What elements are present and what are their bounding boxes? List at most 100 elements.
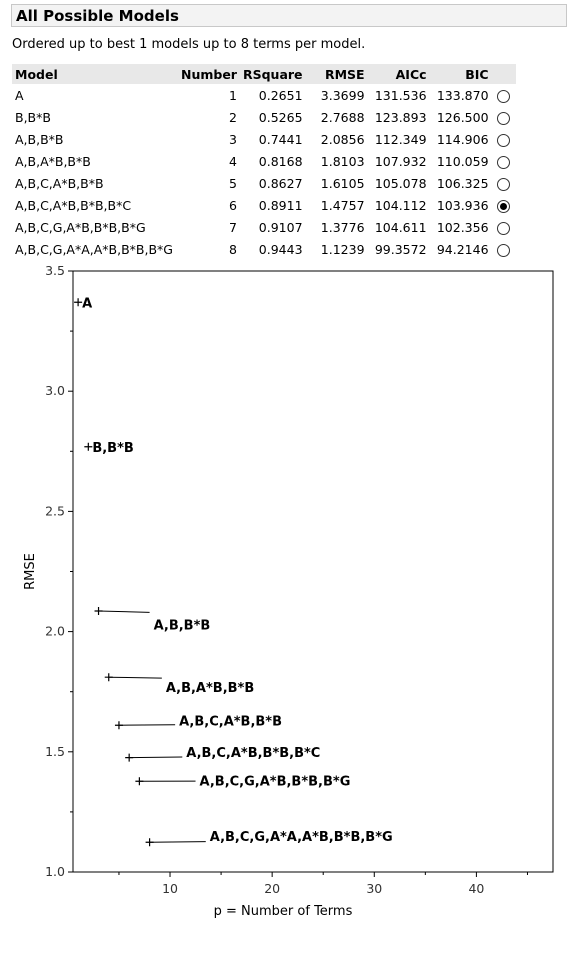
cell-number: 1: [229, 87, 237, 103]
cell-rsquare: 0.7441: [258, 131, 303, 147]
cell-model: A,B,C,A*B,B*B,B*C: [15, 197, 132, 213]
cell-model: A: [15, 87, 24, 103]
leader-line: [98, 610, 150, 613]
cell-number: 4: [229, 153, 237, 169]
cell-rsquare: 0.2651: [258, 87, 303, 103]
radio-icon[interactable]: [497, 177, 511, 191]
cell-aicc: 131.536: [374, 87, 427, 103]
radio-icon[interactable]: [497, 89, 511, 103]
subtitle: Ordered up to best 1 models up to 8 term…: [12, 37, 366, 52]
panel-title-bar[interactable]: All Possible Models: [11, 4, 567, 27]
cell-rmse: 2.0856: [320, 131, 365, 147]
cell-select: [492, 106, 516, 128]
cell-select: [492, 194, 516, 216]
radio-icon[interactable]: [497, 155, 511, 169]
data-point[interactable]: [135, 777, 144, 786]
cell-bic: 106.325: [436, 175, 489, 191]
cell-aicc: 123.893: [374, 109, 427, 125]
cell-rmse: 2.7688: [320, 109, 365, 125]
cell-rsquare: 0.5265: [258, 109, 303, 125]
table-row[interactable]: A 1 0.2651 3.3699 131.536 133.870: [12, 84, 516, 106]
header-model: Model: [12, 64, 178, 84]
cell-select: [492, 172, 516, 194]
data-point[interactable]: [94, 607, 103, 616]
radio-icon[interactable]: [497, 111, 511, 125]
cell-rmse: 3.3699: [320, 87, 365, 103]
y-tick-label: 2.5: [45, 503, 65, 518]
table-row[interactable]: A,B,C,G,A*A,A*B,B*B,B*G 8 0.9443 1.1239 99.3…: [12, 238, 516, 260]
table-header-row: Model Number RSquare RMSE AICc BIC: [12, 64, 516, 84]
rmse-chart: 1.0 1.5 2.0 2.5 3.0 3.5 10 20 30 40 p = Number of …: [23, 263, 554, 919]
x-tick-label: 30: [366, 881, 382, 896]
x-axis-title: p = Number of Terms: [214, 904, 353, 919]
data-point[interactable]: [84, 442, 93, 451]
leader-line: [108, 676, 162, 679]
point-label: A: [82, 296, 92, 311]
panel-title: All Possible Models: [16, 7, 179, 25]
cell-bic: 102.356: [436, 219, 489, 235]
radio-icon[interactable]: [497, 243, 511, 257]
cell-model: A,B,C,G,A*B,B*B,B*G: [15, 219, 146, 235]
cell-model: B,B*B: [15, 109, 51, 125]
y-axis-title: RMSE: [23, 553, 38, 590]
table-row[interactable]: A,B,B*B 3 0.7441 2.0856 112.349 114.906: [12, 128, 516, 150]
cell-bic: 133.870: [436, 87, 489, 103]
header-bic: BIC: [429, 64, 492, 84]
data-point[interactable]: [114, 721, 123, 730]
radio-icon[interactable]: [497, 133, 511, 147]
cell-rmse: 1.8103: [320, 153, 365, 169]
radio-icon[interactable]: [497, 221, 511, 235]
table-row[interactable]: A,B,C,A*B,B*B,B*C 6 0.8911 1.4757 104.112 103…: [12, 194, 516, 216]
cell-number: 3: [229, 131, 237, 147]
header-number: Number: [178, 64, 240, 84]
cell-bic: 103.936: [436, 197, 489, 213]
cell-model: A,B,C,G,A*A,A*B,B*B,B*G: [15, 241, 173, 257]
table-row[interactable]: B,B*B 2 0.5265 2.7688 123.893 126.500: [12, 106, 516, 128]
models-table: Model Number RSquare RMSE AICc BIC A 1 0.2…: [12, 64, 516, 260]
cell-select: [492, 84, 516, 106]
cell-bic: 110.059: [436, 153, 489, 169]
table-row[interactable]: A,B,A*B,B*B 4 0.8168 1.8103 107.932 110.059: [12, 150, 516, 172]
y-tick-label: 1.5: [45, 744, 65, 759]
table-row[interactable]: A,B,C,A*B,B*B 5 0.8627 1.6105 105.078 106.325: [12, 172, 516, 194]
cell-rsquare: 0.9443: [258, 241, 303, 257]
cell-model: A,B,B*B: [15, 131, 64, 147]
cell-rmse: 1.3776: [320, 219, 365, 235]
x-tick-label: 40: [468, 881, 484, 896]
leader-line: [129, 756, 183, 759]
point-label: A,B,C,G,A*B,B*B,B*G: [200, 775, 351, 790]
data-point[interactable]: [74, 298, 83, 307]
data-point[interactable]: [125, 753, 134, 762]
y-tick-label: 1.0: [45, 864, 65, 879]
cell-aicc: 104.112: [374, 197, 427, 213]
cell-rsquare: 0.8168: [258, 153, 303, 169]
cell-model: A,B,A*B,B*B: [15, 153, 91, 169]
point-label: B,B*B: [92, 441, 133, 456]
cell-rsquare: 0.8911: [258, 197, 303, 213]
y-tick-label: 3.0: [45, 383, 65, 398]
cell-aicc: 112.349: [374, 131, 427, 147]
radio-selected-icon[interactable]: [497, 199, 511, 213]
cell-number: 7: [229, 219, 237, 235]
cell-aicc: 107.932: [374, 153, 427, 169]
cell-select: [492, 128, 516, 150]
y-tick-label: 2.0: [45, 624, 65, 639]
cell-rmse: 1.6105: [320, 175, 365, 191]
header-rmse: RMSE: [305, 64, 368, 84]
point-label: A,B,C,A*B,B*B,B*C: [186, 746, 320, 761]
point-label: A,B,C,A*B,B*B: [179, 715, 282, 730]
x-tick-label: 20: [264, 881, 280, 896]
cell-rsquare: 0.8627: [258, 175, 303, 191]
cell-model: A,B,C,A*B,B*B: [15, 175, 104, 191]
header-aicc: AICc: [367, 64, 430, 84]
table-row[interactable]: A,B,C,G,A*B,B*B,B*G 7 0.9107 1.3776 104.611 1…: [12, 216, 516, 238]
point-label: A,B,B*B: [154, 618, 211, 633]
cell-aicc: 104.611: [374, 219, 427, 235]
cell-number: 6: [229, 197, 237, 213]
cell-select: [492, 150, 516, 172]
cell-number: 2: [229, 109, 237, 125]
leader-line: [149, 841, 206, 843]
data-point[interactable]: [104, 673, 113, 682]
cell-select: [492, 238, 516, 260]
data-point[interactable]: [145, 838, 154, 847]
